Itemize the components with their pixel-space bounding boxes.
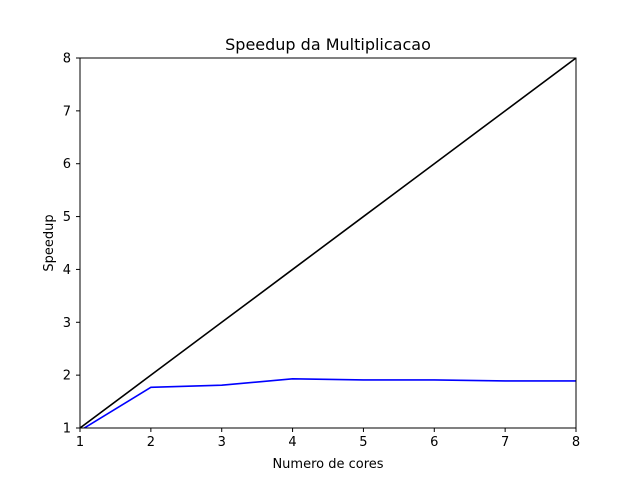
x-tick-label: 6	[430, 435, 438, 450]
chart-title: Speedup da Multiplicacao	[225, 35, 431, 54]
y-tick-label: 7	[63, 104, 71, 119]
series-layer	[80, 58, 576, 428]
x-axis-ticks: 1 2 3 4 5 6 7 8	[76, 428, 580, 450]
y-tick-label: 1	[63, 422, 71, 437]
series-line-1	[82, 378, 576, 428]
x-tick-label: 8	[572, 435, 580, 450]
x-tick-label: 7	[501, 435, 509, 450]
y-tick-label: 5	[63, 210, 71, 225]
x-tick-label: 2	[147, 435, 155, 450]
y-tick-label: 3	[63, 316, 71, 331]
y-tick-label: 2	[63, 369, 71, 384]
series-line-0	[80, 58, 576, 428]
x-tick-label: 5	[359, 435, 367, 450]
y-axis-ticks: 1 2 3 4 5 6 7 8	[63, 52, 80, 437]
y-tick-label: 4	[63, 263, 71, 278]
x-axis-label: Numero de cores	[272, 457, 383, 472]
y-tick-label: 6	[63, 157, 71, 172]
x-tick-label: 1	[76, 435, 84, 450]
x-tick-label: 4	[288, 435, 296, 450]
y-axis-label: Speedup	[42, 214, 57, 271]
plot-frame	[79, 57, 577, 429]
y-tick-label: 8	[63, 52, 71, 67]
x-tick-label: 3	[218, 435, 226, 450]
